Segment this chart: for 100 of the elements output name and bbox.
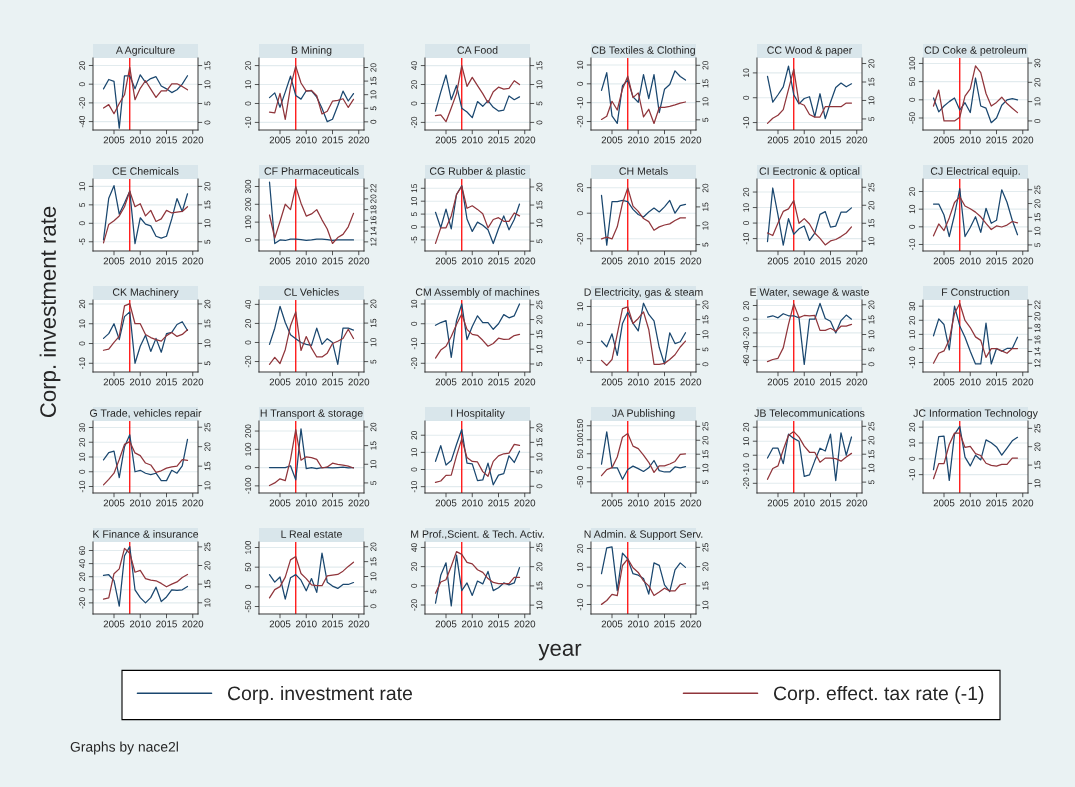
y2-tick-label: 10 — [204, 481, 211, 490]
y2-tick-label: 15 — [204, 579, 211, 589]
y2-tick-label: 10 — [204, 219, 211, 228]
y-tick-label: -20 — [743, 477, 750, 489]
y-tick-label: 100 — [245, 442, 252, 456]
y2-tick-label: 25 — [868, 422, 875, 431]
chart-title: JC Information Technology — [913, 409, 1038, 419]
x-tick-label: 2010 — [461, 499, 483, 507]
y-tick-label: 60 — [79, 546, 86, 555]
x-tick-label: 2020 — [182, 136, 204, 144]
y2-tick-label: 15 — [868, 449, 875, 459]
y-tick-label: 0 — [411, 101, 418, 106]
x-tick-label: 2020 — [1012, 499, 1034, 507]
y2-tick-label: 18 — [370, 205, 377, 214]
y2-tick-label: 20 — [702, 183, 709, 193]
line-series — [102, 302, 189, 351]
y2-tick-label: 15 — [204, 319, 211, 328]
x-tick-label: 2005 — [435, 257, 457, 265]
x-tick-label: 2010 — [959, 378, 981, 386]
x-tick-label: 2015 — [654, 257, 675, 265]
y-tick-label: 0 — [743, 453, 750, 458]
y-tick-label: 200 — [245, 424, 252, 438]
y2-tick-label: 20 — [536, 562, 543, 571]
x-tick-label: 2005 — [933, 499, 955, 507]
y2-tick-label: 0 — [370, 604, 377, 609]
y-tick-label: 100 — [577, 433, 584, 447]
y-tick-label: 10 — [577, 302, 584, 311]
y2-tick-label: 15 — [536, 200, 543, 210]
y-tick-label: 20 — [411, 80, 418, 89]
y2-tick-label: 15 — [868, 218, 875, 228]
x-tick-label: 2020 — [680, 257, 702, 265]
line-series — [600, 187, 687, 240]
chart-title: D Electricity, gas & steam — [584, 288, 703, 298]
x-tick-label: 2010 — [295, 136, 317, 144]
y2-tick-label: 5 — [204, 239, 211, 244]
y-tick-label: 20 — [411, 562, 418, 571]
y2-tick-label: 5 — [702, 347, 709, 352]
y2-tick-label: 14 — [370, 226, 377, 236]
y-tick-label: 0 — [411, 321, 418, 326]
y-tick-label: -10 — [909, 468, 916, 481]
x-tick-label: 2020 — [348, 499, 370, 507]
y-tick-label: 10 — [909, 204, 916, 214]
y-tick-label: 15 — [411, 184, 418, 193]
y2-tick-label: 5 — [204, 361, 211, 366]
y2-tick-label: 0 — [868, 362, 875, 367]
y-tick-label: 10 — [743, 68, 750, 77]
x-tick-label: 2015 — [820, 378, 841, 386]
y-tick-label: 20 — [79, 437, 86, 447]
line-series — [434, 64, 521, 123]
x-tick-label: 2010 — [295, 378, 317, 386]
x-tick-label: 2005 — [767, 136, 789, 144]
x-tick-label: 2015 — [322, 136, 343, 144]
x-tick-label: 2020 — [514, 257, 536, 265]
y2-tick-label: 10 — [370, 459, 377, 469]
y2-tick-label: 25 — [702, 422, 709, 431]
y2-tick-label: 5 — [204, 101, 211, 106]
y-tick-label: 10 — [79, 182, 86, 191]
line-series — [434, 428, 521, 486]
y-tick-label: -10 — [411, 337, 418, 350]
y2-tick-label: 15 — [702, 581, 709, 590]
y2-tick-label: 5 — [702, 480, 709, 485]
y-tick-label: -10 — [411, 480, 418, 493]
y-tick-label: 40 — [245, 300, 252, 309]
chart-title: F Construction — [942, 288, 1010, 296]
y-tick-label: -20 — [411, 357, 418, 369]
line-series — [766, 199, 853, 246]
chart-title: A Agriculture — [115, 46, 175, 56]
x-tick-label: 2005 — [435, 136, 457, 144]
line-series — [434, 438, 521, 484]
x-tick-label: 2020 — [680, 378, 702, 386]
y-tick-label: 0 — [577, 211, 584, 216]
y-tick-label: 0 — [79, 221, 86, 226]
y-tick-label: -10 — [743, 232, 750, 245]
y2-tick-label: 22 — [1034, 300, 1041, 309]
line-series — [102, 441, 189, 486]
x-tick-label: 2005 — [103, 136, 125, 144]
x-tick-label: 2010 — [295, 499, 317, 507]
x-tick-label: 2020 — [846, 499, 868, 507]
y-tick-label: 10 — [79, 319, 86, 328]
y-tick-label: 0 — [909, 97, 916, 102]
y-tick-label: 20 — [79, 299, 86, 309]
y2-tick-label: 5 — [702, 117, 709, 122]
y-tick-label: -20 — [743, 327, 750, 339]
y-tick-label: -40 — [743, 340, 750, 353]
y2-tick-label: 10 — [536, 600, 543, 610]
y2-tick-label: 20 — [868, 300, 875, 309]
y2-tick-label: 20 — [702, 60, 709, 70]
x-tick-label: 2020 — [680, 499, 702, 507]
line-series — [766, 187, 853, 246]
x-tick-label: 2005 — [767, 378, 789, 386]
x-tick-label: 2015 — [820, 499, 841, 507]
x-tick-label: 2010 — [793, 499, 815, 507]
y-tick-label: 0 — [245, 465, 252, 470]
x-tick-label: 2015 — [986, 378, 1007, 386]
y2-tick-label: 10 — [702, 600, 709, 610]
y-tick-label: 10 — [909, 438, 916, 447]
legend-label: Corp. investment rate — [227, 685, 413, 705]
y2-tick-label: 15 — [1034, 460, 1041, 470]
y-tick-label: 0 — [743, 317, 750, 322]
y2-tick-label: 25 — [702, 543, 709, 552]
